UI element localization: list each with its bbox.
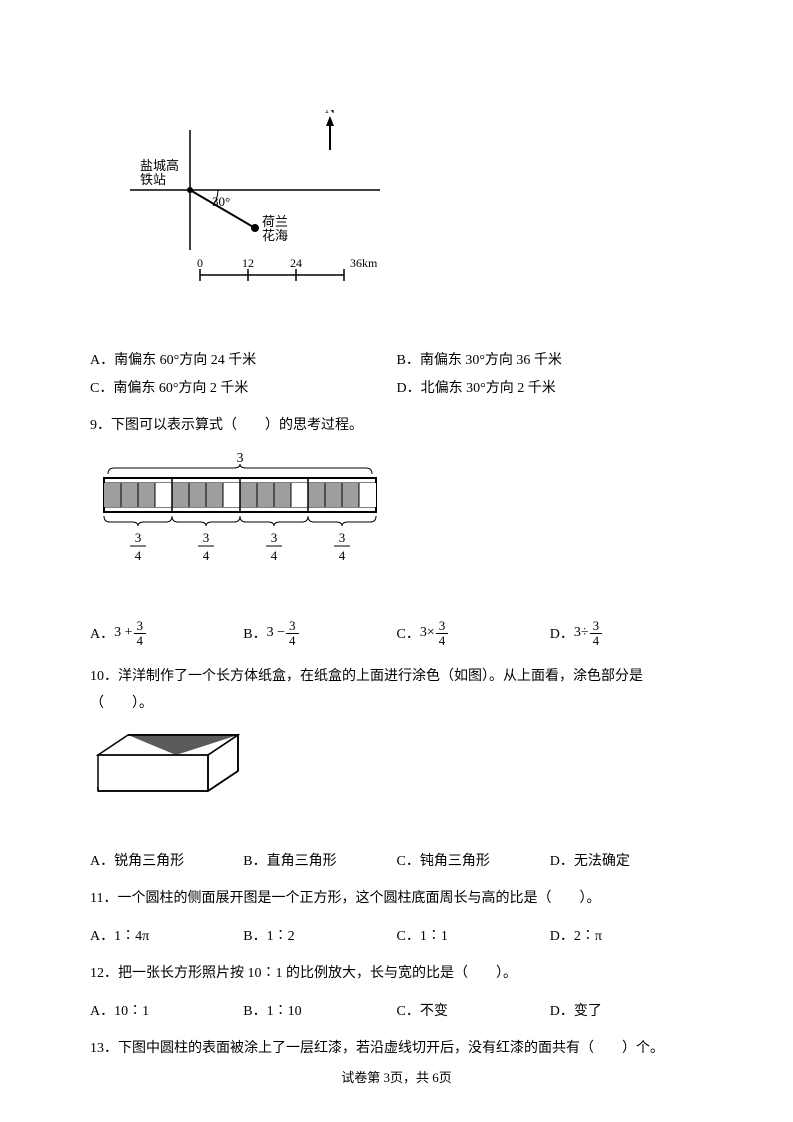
scale-0: 0 <box>197 256 203 270</box>
q10-options: A．锐角三角形 B．直角三角形 C．钝角三角形 D．无法确定 <box>90 846 703 874</box>
page: N 盐城高 铁站 30° 荷兰 花海 0 12 24 <box>0 0 793 1122</box>
q10-opt-d[interactable]: D．无法确定 <box>550 850 703 870</box>
q11-opt-c[interactable]: C．1∶1 <box>397 925 550 945</box>
q9-b-prefix: B． <box>243 623 266 643</box>
q11-text: 11．一个圆柱的侧面展开图是一个正方形，这个圆柱底面周长与高的比是（ ）。 <box>90 886 703 913</box>
svg-text:3: 3 <box>271 530 278 545</box>
q10-svg <box>90 727 260 817</box>
scale-3: 36km <box>350 256 378 270</box>
q9-b-frac: 34 <box>286 619 299 649</box>
q10-diagram <box>90 727 703 822</box>
svg-text:3: 3 <box>135 530 142 545</box>
q12-text: 12．把一张长方形照片按 10∶1 的比例放大，长与宽的比是（ ）。 <box>90 961 703 988</box>
q8-opt-d[interactable]: D．北偏东 30°方向 2 千米 <box>397 377 704 397</box>
map-svg: N 盐城高 铁站 30° 荷兰 花海 0 12 24 <box>90 110 390 310</box>
scale-1: 12 <box>242 256 254 270</box>
page-footer: 试卷第 3页，共 6页 <box>0 1067 793 1086</box>
scale-2: 24 <box>290 256 302 270</box>
q12-opt-b[interactable]: B．1∶10 <box>243 1000 396 1020</box>
q9-options: A． 3 + 34 B． 3 − 34 C． 3× 34 D． 3÷ 34 <box>90 615 703 653</box>
q9-text: 9．下图可以表示算式（ ）的思考过程。 <box>90 413 703 440</box>
q12-opt-d[interactable]: D．变了 <box>550 1000 703 1020</box>
svg-text:4: 4 <box>203 548 210 563</box>
dest-label-1: 荷兰 <box>262 214 288 229</box>
q9-c-frac: 34 <box>436 619 449 649</box>
svg-text:4: 4 <box>135 548 142 563</box>
q9-diagram: 3 <box>90 450 703 585</box>
station-label-1: 盐城高 <box>140 158 179 173</box>
q9-a-left: 3 + <box>114 625 132 641</box>
q9-opt-b[interactable]: B． 3 − 34 <box>243 619 396 649</box>
q9-opt-d[interactable]: D． 3÷ 34 <box>550 619 703 649</box>
q12-opt-c[interactable]: C．不变 <box>397 1000 550 1020</box>
q9-a-prefix: A． <box>90 623 114 643</box>
q11-options: A．1∶4π B．1∶2 C．1∶1 D．2∶π <box>90 921 703 949</box>
north-label: N <box>325 110 335 117</box>
q9-opt-c[interactable]: C． 3× 34 <box>397 619 550 649</box>
q8-opt-c[interactable]: C．南偏东 60°方向 2 千米 <box>90 377 397 397</box>
q9-opt-a[interactable]: A． 3 + 34 <box>90 619 243 649</box>
q9-c-left: 3× <box>420 625 435 641</box>
q9-bottom-frac-4: 3 4 <box>308 516 376 563</box>
q8-opt-a[interactable]: A．南偏东 60°方向 24 千米 <box>90 349 397 369</box>
q11-opt-b[interactable]: B．1∶2 <box>243 925 396 945</box>
q9-bottom-frac-2: 3 4 <box>172 516 240 563</box>
q9-a-frac: 34 <box>134 619 147 649</box>
q10-opt-c[interactable]: C．钝角三角形 <box>397 850 550 870</box>
q8-options: A．南偏东 60°方向 24 千米 B．南偏东 30°方向 36 千米 C．南偏… <box>90 345 703 401</box>
q10-opt-b[interactable]: B．直角三角形 <box>243 850 396 870</box>
dest-label-2: 花海 <box>262 228 288 243</box>
station-label-2: 铁站 <box>140 172 166 187</box>
q10-opt-a[interactable]: A．锐角三角形 <box>90 850 243 870</box>
svg-text:4: 4 <box>271 548 278 563</box>
q9-bottom-frac-1: 3 4 <box>104 516 172 563</box>
q11-opt-d[interactable]: D．2∶π <box>550 925 703 945</box>
svg-text:3: 3 <box>339 530 346 545</box>
q12-options: A．10∶1 B．1∶10 C．不变 D．变了 <box>90 996 703 1024</box>
svg-text:4: 4 <box>339 548 346 563</box>
q10-text: 10．洋洋制作了一个长方体纸盒，在纸盒的上面进行涂色（如图）。从上面看，涂色部分… <box>90 664 703 717</box>
q9-b-left: 3 − <box>267 625 285 641</box>
q9-cells <box>104 478 376 512</box>
map-diagram: N 盐城高 铁站 30° 荷兰 花海 0 12 24 <box>90 110 703 315</box>
angle-label: 30° <box>212 194 230 209</box>
q9-d-frac: 34 <box>590 619 603 649</box>
q9-top-label: 3 <box>237 451 244 466</box>
q9-bottom-frac-3: 3 4 <box>240 516 308 563</box>
q11-opt-a[interactable]: A．1∶4π <box>90 925 243 945</box>
q8-opt-b[interactable]: B．南偏东 30°方向 36 千米 <box>397 349 704 369</box>
q9-d-prefix: D． <box>550 623 574 643</box>
svg-text:3: 3 <box>203 530 210 545</box>
q13-text: 13．下图中圆柱的表面被涂上了一层红漆，若沿虚线切开后，没有红漆的面共有（ ）个… <box>90 1036 703 1063</box>
q12-opt-a[interactable]: A．10∶1 <box>90 1000 243 1020</box>
q9-c-prefix: C． <box>397 623 420 643</box>
q9-d-left: 3÷ <box>574 625 589 641</box>
q9-svg: 3 <box>90 450 390 580</box>
